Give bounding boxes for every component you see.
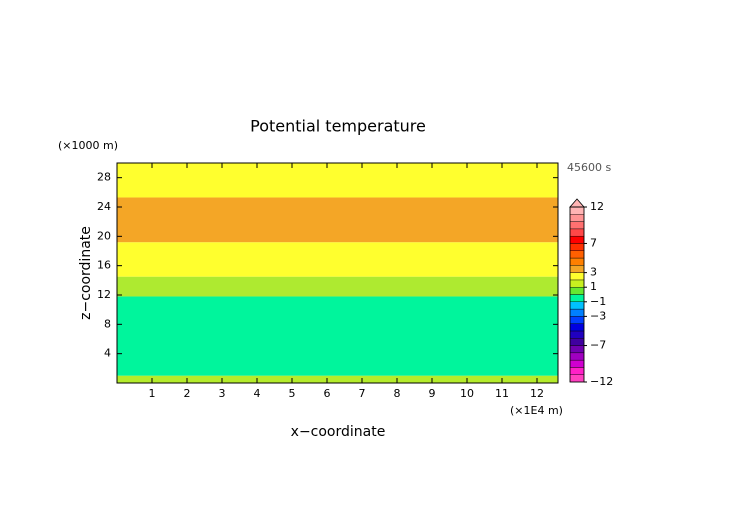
colorbar-segment — [569, 287, 585, 295]
colorbar-tick-label: −12 — [590, 375, 613, 388]
x-tick-label: 3 — [219, 387, 226, 400]
x-tick-label: 10 — [460, 387, 474, 400]
y-tick-label: 16 — [97, 259, 111, 272]
x-tick-label: 11 — [495, 387, 509, 400]
colorbar-segment — [569, 301, 585, 310]
contour-band — [117, 276, 558, 297]
colorbar-segment — [569, 228, 585, 237]
x-tick-label: 12 — [530, 387, 544, 400]
y-tick-label: 20 — [97, 229, 111, 242]
x-tick-label: 6 — [324, 387, 331, 400]
x-unit: (×1E4 m) — [510, 404, 563, 417]
colorbar-segment — [569, 330, 585, 339]
colorbar-segment — [569, 265, 585, 273]
colorbar-segment — [569, 374, 585, 383]
colorbar-segment — [569, 214, 585, 222]
contour-band — [117, 375, 558, 383]
colorbar-segment — [569, 250, 585, 259]
colorbar-tick-label: 12 — [590, 200, 604, 213]
colorbar-tick-label: −3 — [590, 309, 606, 322]
colorbar-segment — [569, 308, 585, 317]
x-tick-label: 4 — [254, 387, 261, 400]
chart-title: Potential temperature — [250, 117, 426, 136]
colorbar-tick-label: −7 — [590, 339, 606, 352]
colorbar-tick-label: −1 — [590, 295, 606, 308]
colorbar-segment — [569, 243, 585, 251]
y-axis-label: z−coordinate — [78, 226, 94, 320]
time-label: 45600 s — [567, 161, 611, 174]
colorbar-tick-label: 7 — [590, 236, 597, 249]
contour-band — [117, 296, 558, 376]
colorbar-segment — [569, 294, 585, 302]
x-tick-label: 7 — [359, 387, 366, 400]
y-tick-label: 24 — [97, 200, 111, 213]
x-tick-label: 8 — [394, 387, 401, 400]
colorbar-segment — [569, 257, 585, 266]
colorbar-segment — [569, 235, 585, 244]
x-tick-label: 2 — [184, 387, 191, 400]
y-unit: (×1000 m) — [58, 139, 118, 152]
colorbar-segment — [569, 345, 585, 354]
colorbar-segment — [569, 272, 585, 281]
colorbar-segment — [569, 279, 585, 288]
colorbar-tick-label: 1 — [590, 280, 597, 293]
x-axis-label: x−coordinate — [291, 424, 386, 440]
colorbar-segment — [569, 359, 585, 368]
contour-band — [117, 163, 558, 198]
colorbar-segment — [569, 352, 585, 361]
colorbar-segment — [569, 221, 585, 230]
x-tick-label: 5 — [289, 387, 296, 400]
y-tick-label: 8 — [104, 317, 111, 330]
y-tick-label: 28 — [97, 171, 111, 184]
y-tick-label: 12 — [97, 288, 111, 301]
colorbar-segment — [569, 323, 585, 332]
contour-band — [117, 242, 558, 277]
contour-band — [117, 197, 558, 243]
colorbar-segment — [569, 206, 585, 215]
x-tick-label: 1 — [149, 387, 156, 400]
colorbar-segment — [569, 316, 585, 324]
plot-frame — [116, 162, 559, 384]
y-tick-label: 4 — [104, 347, 111, 360]
x-tick-label: 9 — [429, 387, 436, 400]
colorbar-frame — [569, 206, 585, 383]
colorbar-tick-label: 3 — [590, 266, 597, 279]
colorbar-segment — [569, 338, 585, 346]
colorbar-segment — [569, 367, 585, 375]
